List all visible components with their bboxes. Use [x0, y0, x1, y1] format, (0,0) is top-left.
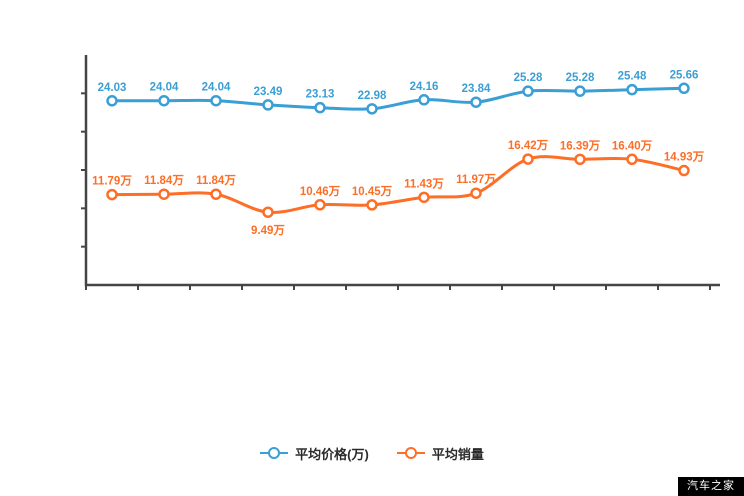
data-point[interactable] [106, 95, 118, 107]
data-label: 11.84万 [196, 174, 236, 187]
data-label: 11.79万 [92, 175, 132, 188]
data-point[interactable] [418, 94, 430, 106]
data-label: 25.28 [514, 72, 543, 84]
autohome-watermark: 汽车之家 [678, 477, 744, 496]
data-label: 11.43万 [404, 177, 444, 190]
legend-item-avg-price[interactable]: 平均价格(万) [260, 444, 369, 463]
data-point[interactable] [366, 103, 378, 115]
data-point[interactable] [522, 85, 534, 97]
data-point[interactable] [470, 187, 482, 199]
data-label: 22.98 [358, 90, 387, 102]
data-point[interactable] [366, 199, 378, 211]
data-point[interactable] [106, 188, 118, 201]
data-point[interactable] [314, 101, 326, 114]
line-marker-icon [396, 446, 425, 460]
data-point[interactable] [626, 83, 638, 96]
data-point[interactable] [314, 199, 326, 211]
data-point[interactable] [574, 85, 586, 97]
data-label: 11.97万 [456, 173, 496, 186]
data-label: 23.49 [254, 86, 283, 98]
data-point[interactable] [522, 153, 534, 165]
data-label: 9.49万 [251, 224, 285, 237]
data-point[interactable] [210, 188, 222, 200]
data-label: 16.42万 [508, 139, 549, 152]
data-point[interactable] [262, 206, 274, 218]
data-point[interactable] [574, 153, 586, 166]
chart-legend: 平均价格(万) 平均销量 [0, 441, 744, 465]
data-point[interactable] [158, 188, 170, 200]
legend-item-avg-sales[interactable]: 平均销量 [396, 444, 484, 463]
data-label: 23.84 [462, 83, 491, 95]
data-label: 25.66 [670, 69, 699, 81]
data-point[interactable] [470, 96, 482, 108]
data-label: 24.04 [150, 82, 179, 94]
data-label: 14.93万 [664, 151, 705, 164]
data-label: 10.46万 [300, 185, 341, 198]
data-point[interactable] [262, 99, 274, 111]
data-label: 24.03 [98, 82, 127, 94]
data-label: 24.16 [410, 81, 439, 93]
data-point[interactable] [158, 94, 170, 107]
data-label: 24.04 [202, 82, 231, 94]
series-line-0 [110, 86, 686, 111]
legend-label: 平均价格(万) [295, 446, 369, 462]
data-point[interactable] [210, 94, 222, 107]
data-label: 25.48 [618, 71, 647, 83]
data-label: 16.39万 [560, 139, 601, 152]
data-point[interactable] [678, 82, 690, 95]
data-label: 11.84万 [144, 174, 184, 187]
data-label: 25.28 [566, 72, 595, 84]
data-label: 10.45万 [352, 185, 393, 198]
data-point[interactable] [626, 153, 638, 166]
data-label: 23.13 [306, 89, 335, 101]
data-point[interactable] [678, 164, 690, 177]
data-label: 16.40万 [612, 139, 653, 152]
line-marker-icon [260, 446, 289, 460]
legend-label: 平均销量 [431, 446, 484, 462]
data-point[interactable] [418, 191, 430, 204]
